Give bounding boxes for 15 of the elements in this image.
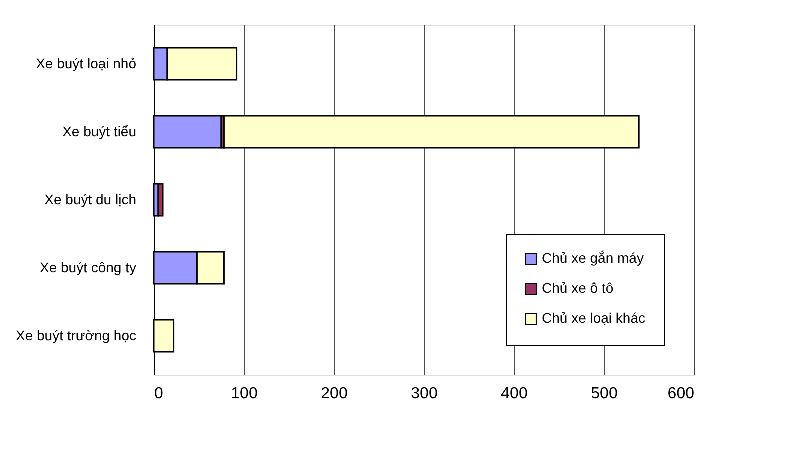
y-tick-label: Xe buýt công ty: [40, 260, 136, 276]
y-tick-label: Xe buýt tiểu: [62, 124, 136, 140]
x-tick-label: 600: [668, 386, 695, 402]
y-tick-label: Xe buýt loại nhỏ: [36, 56, 137, 72]
x-tick-label: 300: [411, 386, 438, 402]
x-tick-label: 200: [321, 386, 348, 402]
legend-label: Chủ xe loại khác: [542, 310, 646, 326]
x-tick-label: 400: [501, 386, 528, 402]
y-tick-label: Xe buýt du lịch: [44, 192, 136, 208]
y-tick-label: Xe buýt trường học: [16, 328, 136, 344]
legend-label: Chủ xe gắn máy: [542, 250, 644, 266]
legend-label: Chủ xe ô tô: [542, 280, 614, 296]
x-tick-label: 500: [591, 386, 618, 402]
x-tick-label: 0: [154, 386, 164, 402]
x-tick-label: 100: [231, 386, 258, 402]
